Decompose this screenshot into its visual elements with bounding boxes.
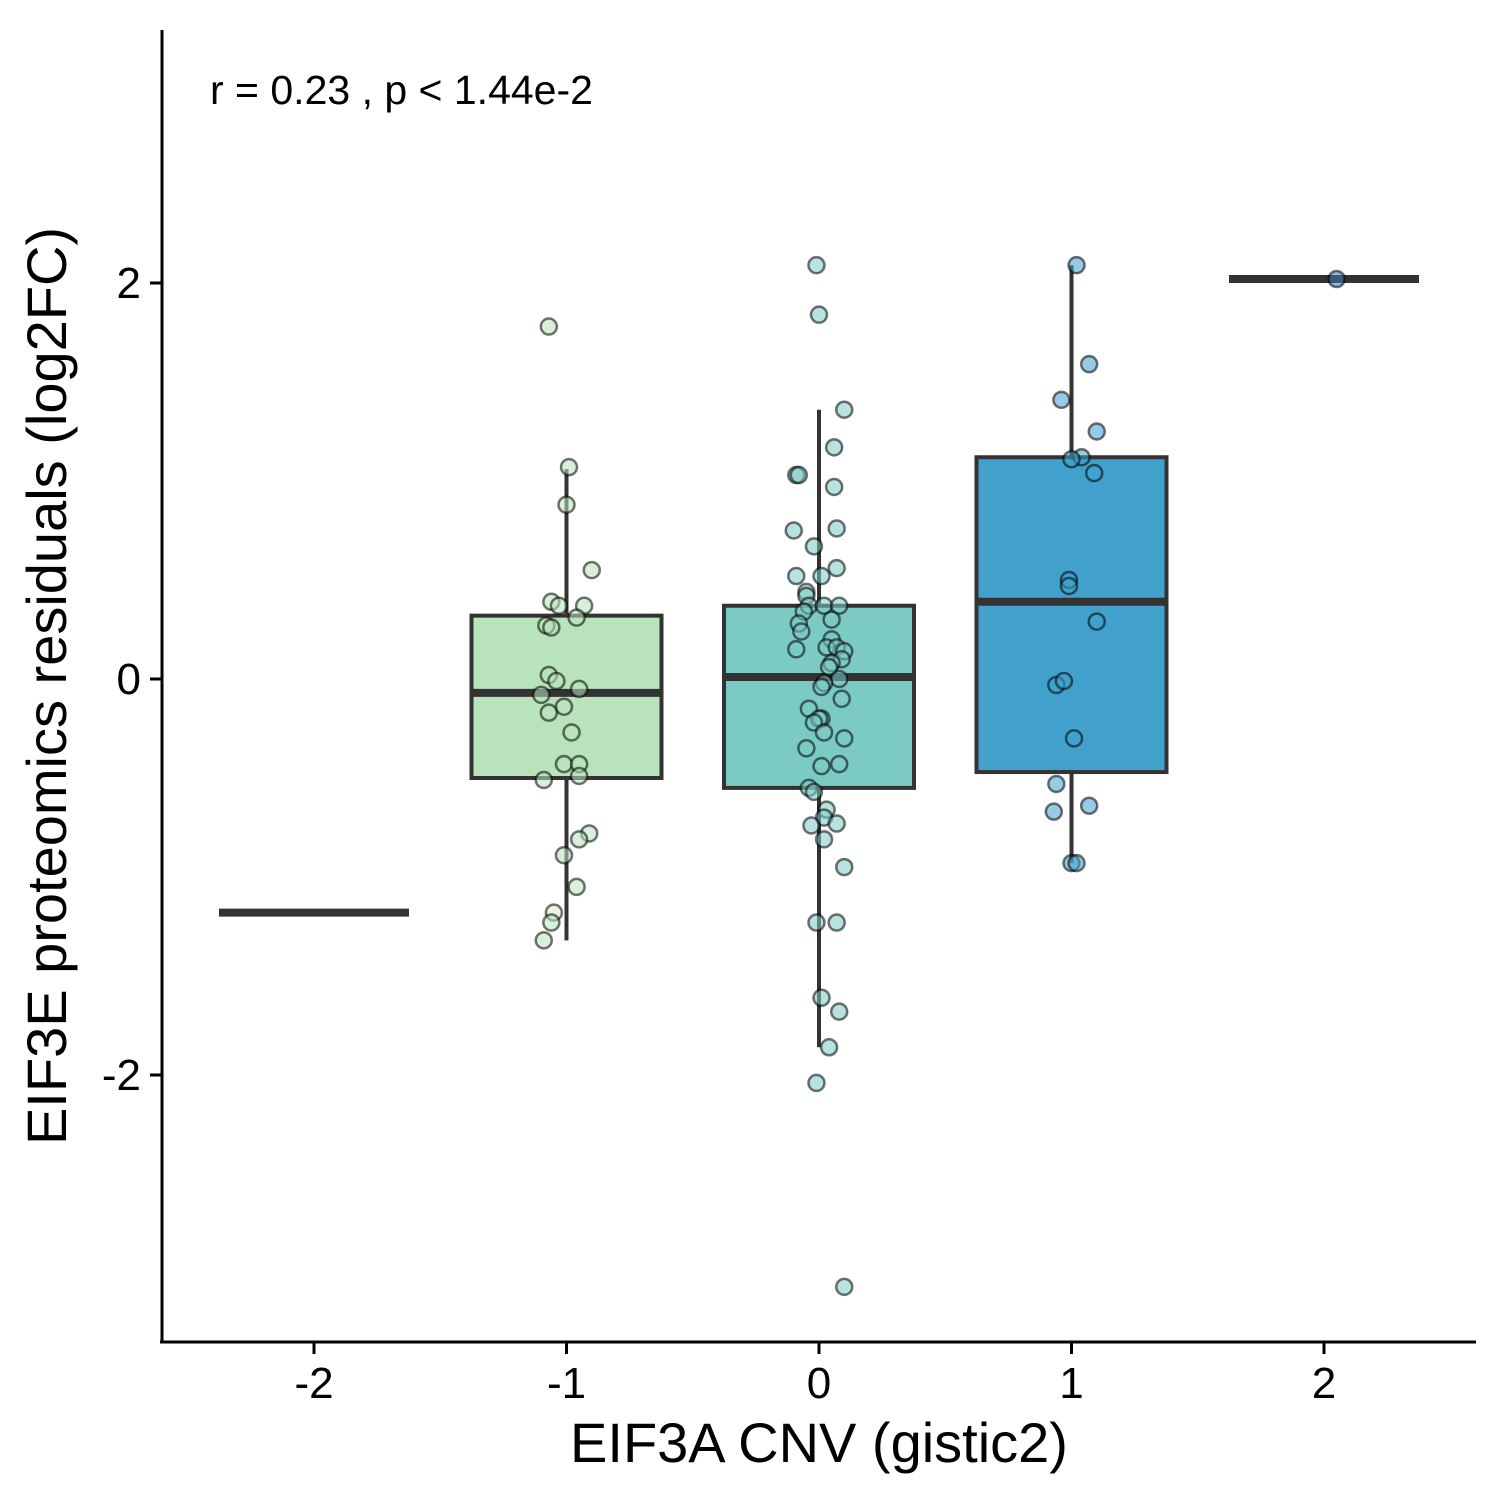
correlation-annotation: r = 0.23 , p < 1.44e-2	[210, 67, 593, 113]
data-point	[534, 931, 554, 950]
data-point	[807, 1073, 826, 1093]
data-point	[542, 618, 561, 637]
data-point	[1079, 796, 1099, 815]
data-point	[787, 640, 806, 659]
x-tick-label: 0	[807, 1359, 831, 1408]
x-axis-title: EIF3A CNV (gistic2)	[570, 1411, 1068, 1474]
data-point	[827, 519, 846, 538]
data-point	[824, 477, 844, 497]
box-group	[974, 265, 1169, 864]
data-point	[567, 608, 586, 627]
x-tick-label: -1	[547, 1359, 586, 1408]
data-point	[532, 685, 551, 705]
data-point	[822, 610, 841, 629]
data-point	[539, 703, 559, 722]
data-point	[835, 729, 854, 748]
data-point	[562, 723, 581, 742]
data-point	[539, 317, 559, 336]
data-point	[1067, 255, 1086, 275]
data-point	[1047, 774, 1066, 794]
data-point	[1087, 422, 1106, 441]
data-point	[1067, 853, 1086, 873]
data-point	[827, 913, 846, 932]
data-point	[829, 1002, 849, 1021]
data-point	[819, 1038, 839, 1057]
data-point	[554, 754, 574, 774]
x-tick-label: 2	[1312, 1359, 1336, 1408]
data-point	[812, 988, 831, 1008]
data-point	[582, 560, 601, 580]
data-point	[814, 830, 834, 849]
data-point	[1087, 612, 1106, 631]
y-tick-label: 0	[117, 655, 141, 704]
data-point	[807, 913, 826, 932]
data-point	[812, 756, 831, 776]
data-point	[549, 596, 569, 615]
data-point	[812, 677, 831, 697]
data-point	[1084, 463, 1104, 483]
data-point	[804, 537, 824, 556]
data-point	[809, 305, 829, 324]
data-point	[1059, 576, 1079, 596]
data-point	[829, 754, 849, 774]
data-point	[829, 669, 849, 689]
data-point	[835, 857, 854, 877]
data-point	[835, 400, 854, 419]
data-point	[829, 596, 849, 615]
data-point	[554, 697, 574, 716]
data-point	[835, 1277, 854, 1297]
data-point	[792, 622, 811, 641]
data-point	[789, 465, 809, 485]
data-point	[827, 558, 846, 578]
data-point	[812, 566, 831, 586]
data-point	[1052, 390, 1071, 410]
data-point	[819, 657, 839, 677]
data-point	[554, 845, 574, 865]
data-point	[569, 679, 589, 699]
data-point	[542, 913, 561, 932]
data-point	[1054, 671, 1074, 691]
y-axis-title: EIF3E proteomics residuals (log2FC)	[15, 227, 78, 1145]
x-tick-label: -2	[294, 1359, 333, 1408]
data-point	[832, 689, 851, 709]
data-point	[557, 495, 576, 515]
y-axis-ticks: -2 0 2	[102, 259, 162, 1100]
data-point	[569, 830, 589, 849]
data-point	[814, 723, 834, 742]
data-point	[787, 566, 806, 586]
data-point	[567, 877, 586, 897]
data-point	[534, 770, 554, 790]
y-tick-label: 2	[117, 259, 141, 308]
data-point	[797, 739, 816, 758]
data-point	[1327, 269, 1346, 289]
x-axis-ticks: -2 -1 0 1 2	[294, 1342, 1336, 1408]
box-iqr	[974, 455, 1169, 775]
plot-area	[219, 255, 1419, 1297]
x-tick-label: 1	[1059, 1359, 1083, 1408]
data-point	[827, 814, 846, 833]
data-point	[1044, 802, 1064, 821]
box-group	[469, 469, 664, 941]
data-point	[824, 438, 844, 457]
data-point	[547, 671, 566, 691]
data-point	[1064, 729, 1084, 748]
data-point	[804, 782, 824, 802]
data-point	[807, 255, 826, 275]
y-tick-label: -2	[102, 1051, 141, 1100]
data-point	[1062, 449, 1081, 469]
data-point	[802, 816, 821, 835]
data-point	[1079, 354, 1099, 374]
data-point	[559, 457, 579, 477]
data-point	[784, 521, 803, 540]
data-point	[569, 766, 589, 786]
